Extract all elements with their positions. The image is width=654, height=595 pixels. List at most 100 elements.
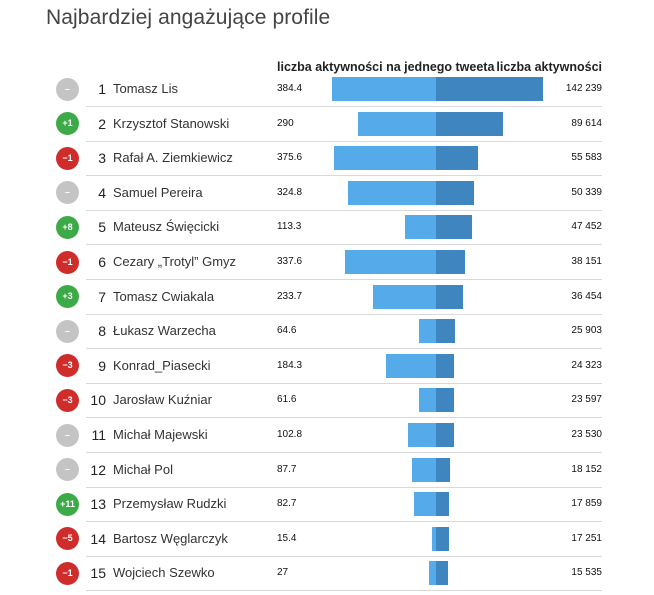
profile-name: Mateusz Święcicki [113, 219, 220, 235]
per-tweet-value: 27 [277, 567, 289, 579]
profile-name: Bartosz Węglarczyk [113, 530, 228, 546]
rank-change-badge: −3 [56, 388, 79, 412]
profile-name: Rafał A. Ziemkiewicz [113, 150, 233, 166]
column-header-total: liczba aktywności [496, 60, 602, 74]
total-activity-bar [436, 561, 448, 586]
total-activity-bar [436, 284, 464, 309]
rank-number: 6 [98, 254, 106, 270]
row-divider [86, 348, 602, 350]
rank-change-badge: – [56, 423, 79, 447]
rank-number: 13 [90, 496, 106, 513]
per-tweet-bar [431, 526, 436, 551]
rank-number: 3 [98, 150, 106, 167]
row-divider [86, 175, 602, 177]
total-activity-bar [436, 215, 472, 240]
row-divider [86, 209, 602, 211]
total-value: 24 323 [571, 359, 602, 371]
total-activity-bar [436, 457, 450, 482]
per-tweet-value: 15.4 [277, 532, 297, 544]
total-value: 55 583 [571, 152, 602, 164]
per-tweet-value: 64.6 [277, 325, 297, 337]
per-tweet-value: 102.8 [277, 429, 303, 440]
total-value: 36 454 [571, 290, 602, 302]
rank-change-badge: – [56, 77, 79, 101]
rank-change-badge: – [56, 181, 79, 205]
per-tweet-bar [413, 492, 436, 517]
profile-name: Tomasz Lis [113, 81, 179, 96]
total-value: 50 339 [571, 186, 602, 198]
rank-change-badge: +1 [56, 112, 79, 136]
total-activity-bar [436, 353, 455, 378]
profile-name: Krzysztof Stanowski [113, 115, 230, 131]
profile-name: Wojciech Szewko [113, 565, 215, 581]
rank-number: 11 [91, 427, 106, 443]
total-activity-bar [436, 250, 465, 274]
rank-change-badge: −5 [56, 527, 79, 551]
row-divider [86, 452, 602, 453]
table-row: −1 3 Rafał A. Ziemkiewicz 375.6 55 583 [0, 141, 654, 177]
total-value: 25 903 [571, 325, 602, 337]
row-divider [86, 106, 602, 107]
rank-number: 14 [90, 530, 106, 547]
per-tweet-value: 384.4 [277, 83, 303, 94]
total-value: 18 152 [571, 463, 602, 475]
per-tweet-value: 233.7 [277, 290, 303, 302]
row-divider [86, 417, 602, 419]
total-activity-bar [436, 111, 504, 136]
per-tweet-value: 324.8 [277, 186, 303, 198]
per-tweet-bar [344, 250, 436, 274]
per-tweet-bar [348, 180, 436, 205]
total-activity-bar [436, 180, 474, 205]
total-value: 38 151 [571, 256, 602, 267]
rank-change-badge: +3 [56, 285, 79, 309]
rank-change-badge: −1 [56, 146, 79, 170]
rank-change-badge: −1 [56, 561, 79, 585]
per-tweet-value: 184.3 [277, 359, 303, 371]
row-divider [86, 590, 602, 592]
total-activity-bar [436, 146, 478, 171]
row-divider [86, 521, 602, 523]
table-row: +1 2 Krzysztof Stanowski 290 89 614 [0, 107, 654, 142]
rank-number: 8 [98, 323, 106, 340]
per-tweet-bar [418, 319, 436, 344]
per-tweet-bar [412, 457, 436, 482]
table-row: +3 7 Tomasz Cwiakala 233.7 36 454 [0, 280, 654, 315]
per-tweet-value: 337.6 [277, 256, 303, 267]
per-tweet-bar [419, 388, 436, 413]
per-tweet-value: 87.7 [277, 463, 297, 475]
rank-change-badge: −1 [56, 250, 79, 274]
per-tweet-bar [386, 353, 436, 378]
per-tweet-value: 61.6 [277, 394, 297, 406]
table-row: +11 13 Przemysław Rudzki 82.7 17 859 [0, 487, 654, 523]
row-divider [86, 140, 602, 142]
rank-number: 4 [98, 184, 106, 201]
table-row: −3 9 Konrad_Piasecki 184.3 24 323 [0, 349, 654, 384]
table-row: –12 Michał Pol 87.7 18 152 [0, 453, 654, 488]
per-tweet-value: 290 [277, 117, 294, 129]
rank-number: 10 [90, 392, 106, 409]
profile-name: Tomasz Cwiakala [113, 288, 215, 304]
row-divider [86, 313, 602, 315]
table-row: – 8 Łukasz Warzecha 64.6 25 903 [0, 314, 654, 350]
rank-number: 1 [98, 81, 106, 97]
table-row: –11 Michał Majewski 102.8 23 530 [0, 418, 654, 453]
table-row: – 1 Tomasz Lis 384.4 142 239 [0, 72, 654, 107]
total-activity-bar [436, 319, 456, 344]
total-value: 142 239 [565, 83, 602, 94]
rank-number: 15 [90, 565, 106, 582]
total-activity-bar [436, 492, 450, 517]
per-tweet-value: 375.6 [277, 152, 303, 164]
total-value: 15 535 [571, 567, 602, 579]
total-value: 23 530 [571, 429, 602, 440]
page-title: Najbardziej angażujące profile [46, 6, 331, 29]
table-row: −3 10 Jarosław Kuźniar 61.6 23 597 [0, 383, 654, 419]
rank-number: 12 [90, 461, 106, 478]
row-divider [86, 555, 602, 557]
per-tweet-value: 113.3 [277, 221, 302, 233]
rank-number: 7 [98, 288, 106, 305]
per-tweet-value: 82.7 [277, 498, 297, 510]
total-activity-bar [436, 526, 449, 551]
table-row: −1 15 Wojciech Szewko 27 15 535 [0, 556, 654, 592]
profile-name: Samuel Pereira [113, 184, 203, 200]
rank-change-badge: – [56, 458, 79, 482]
